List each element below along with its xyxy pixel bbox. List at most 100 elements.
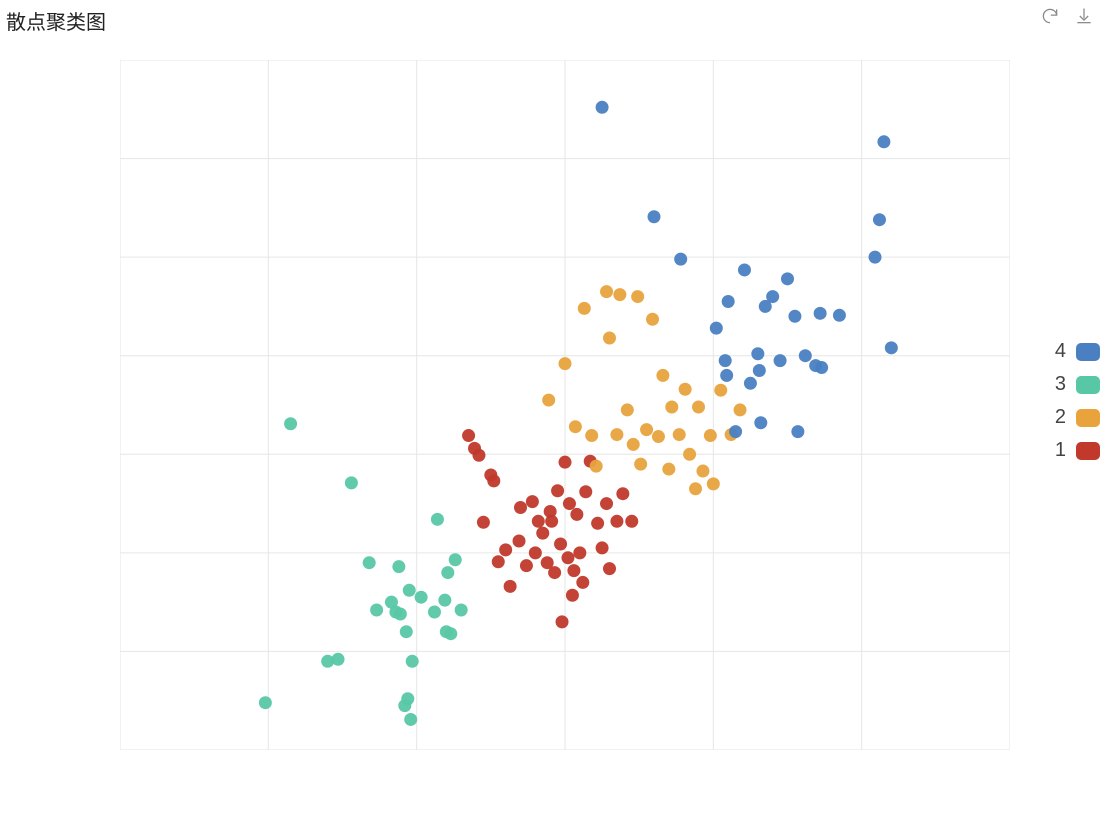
data-point[interactable] [444, 627, 457, 640]
data-point[interactable] [449, 553, 462, 566]
data-point[interactable] [548, 566, 561, 579]
data-point[interactable] [576, 576, 589, 589]
data-point[interactable] [869, 251, 882, 264]
data-point[interactable] [332, 653, 345, 666]
data-point[interactable] [404, 713, 417, 726]
data-point[interactable] [652, 430, 665, 443]
data-point[interactable] [569, 420, 582, 433]
data-point[interactable] [815, 361, 828, 374]
download-icon[interactable] [1074, 6, 1094, 31]
data-point[interactable] [616, 487, 629, 500]
data-point[interactable] [722, 295, 735, 308]
data-point[interactable] [559, 456, 572, 469]
data-point[interactable] [646, 313, 659, 326]
data-point[interactable] [526, 495, 539, 508]
data-point[interactable] [259, 696, 272, 709]
data-point[interactable] [692, 400, 705, 413]
data-point[interactable] [441, 566, 454, 579]
data-point[interactable] [627, 438, 640, 451]
data-point[interactable] [477, 516, 490, 529]
data-point[interactable] [791, 425, 804, 438]
data-point[interactable] [596, 101, 609, 114]
data-point[interactable] [710, 322, 723, 335]
data-point[interactable] [487, 474, 500, 487]
data-point[interactable] [514, 501, 527, 514]
data-point[interactable] [640, 423, 653, 436]
data-point[interactable] [579, 485, 592, 498]
data-point[interactable] [600, 285, 613, 298]
data-point[interactable] [781, 272, 794, 285]
data-point[interactable] [570, 508, 583, 521]
data-point[interactable] [600, 497, 613, 510]
data-point[interactable] [648, 210, 661, 223]
data-point[interactable] [613, 288, 626, 301]
data-point[interactable] [833, 309, 846, 322]
data-point[interactable] [591, 517, 604, 530]
data-point[interactable] [499, 543, 512, 556]
data-point[interactable] [714, 384, 727, 397]
data-point[interactable] [656, 369, 669, 382]
data-point[interactable] [438, 594, 451, 607]
data-point[interactable] [563, 497, 576, 510]
data-point[interactable] [400, 625, 413, 638]
data-point[interactable] [707, 477, 720, 490]
data-point[interactable] [392, 560, 405, 573]
data-point[interactable] [567, 564, 580, 577]
data-point[interactable] [662, 463, 675, 476]
data-point[interactable] [754, 416, 767, 429]
data-point[interactable] [603, 562, 616, 575]
legend-item-1[interactable]: 1 [1055, 439, 1100, 462]
data-point[interactable] [631, 290, 644, 303]
legend-item-3[interactable]: 3 [1055, 373, 1100, 396]
data-point[interactable] [603, 331, 616, 344]
data-point[interactable] [873, 213, 886, 226]
data-point[interactable] [403, 584, 416, 597]
data-point[interactable] [370, 604, 383, 617]
data-point[interactable] [415, 591, 428, 604]
data-point[interactable] [542, 394, 555, 407]
data-point[interactable] [284, 417, 297, 430]
data-point[interactable] [472, 449, 485, 462]
data-point[interactable] [596, 541, 609, 554]
data-point[interactable] [554, 537, 567, 550]
data-point[interactable] [585, 429, 598, 442]
data-point[interactable] [431, 513, 444, 526]
data-point[interactable] [704, 429, 717, 442]
legend-item-4[interactable]: 4 [1055, 340, 1100, 363]
data-point[interactable] [492, 555, 505, 568]
data-point[interactable] [720, 369, 733, 382]
data-point[interactable] [885, 341, 898, 354]
data-point[interactable] [556, 615, 569, 628]
data-point[interactable] [504, 580, 517, 593]
data-point[interactable] [734, 403, 747, 416]
data-point[interactable] [679, 383, 692, 396]
data-point[interactable] [610, 515, 623, 528]
data-point[interactable] [814, 307, 827, 320]
data-point[interactable] [610, 428, 623, 441]
data-point[interactable] [532, 515, 545, 528]
data-point[interactable] [683, 448, 696, 461]
data-point[interactable] [363, 556, 376, 569]
data-point[interactable] [696, 465, 709, 478]
data-point[interactable] [590, 460, 603, 473]
data-point[interactable] [345, 476, 358, 489]
data-point[interactable] [529, 546, 542, 559]
data-point[interactable] [751, 347, 764, 360]
data-point[interactable] [621, 403, 634, 416]
data-point[interactable] [394, 607, 407, 620]
data-point[interactable] [455, 604, 468, 617]
data-point[interactable] [573, 546, 586, 559]
data-point[interactable] [719, 354, 732, 367]
data-point[interactable] [536, 527, 549, 540]
data-point[interactable] [520, 559, 533, 572]
data-point[interactable] [625, 515, 638, 528]
data-point[interactable] [551, 484, 564, 497]
data-point[interactable] [729, 425, 742, 438]
data-point[interactable] [462, 429, 475, 442]
data-point[interactable] [559, 357, 572, 370]
data-point[interactable] [774, 354, 787, 367]
data-point[interactable] [578, 302, 591, 315]
data-point[interactable] [428, 606, 441, 619]
refresh-icon[interactable] [1040, 6, 1060, 31]
data-point[interactable] [674, 253, 687, 266]
